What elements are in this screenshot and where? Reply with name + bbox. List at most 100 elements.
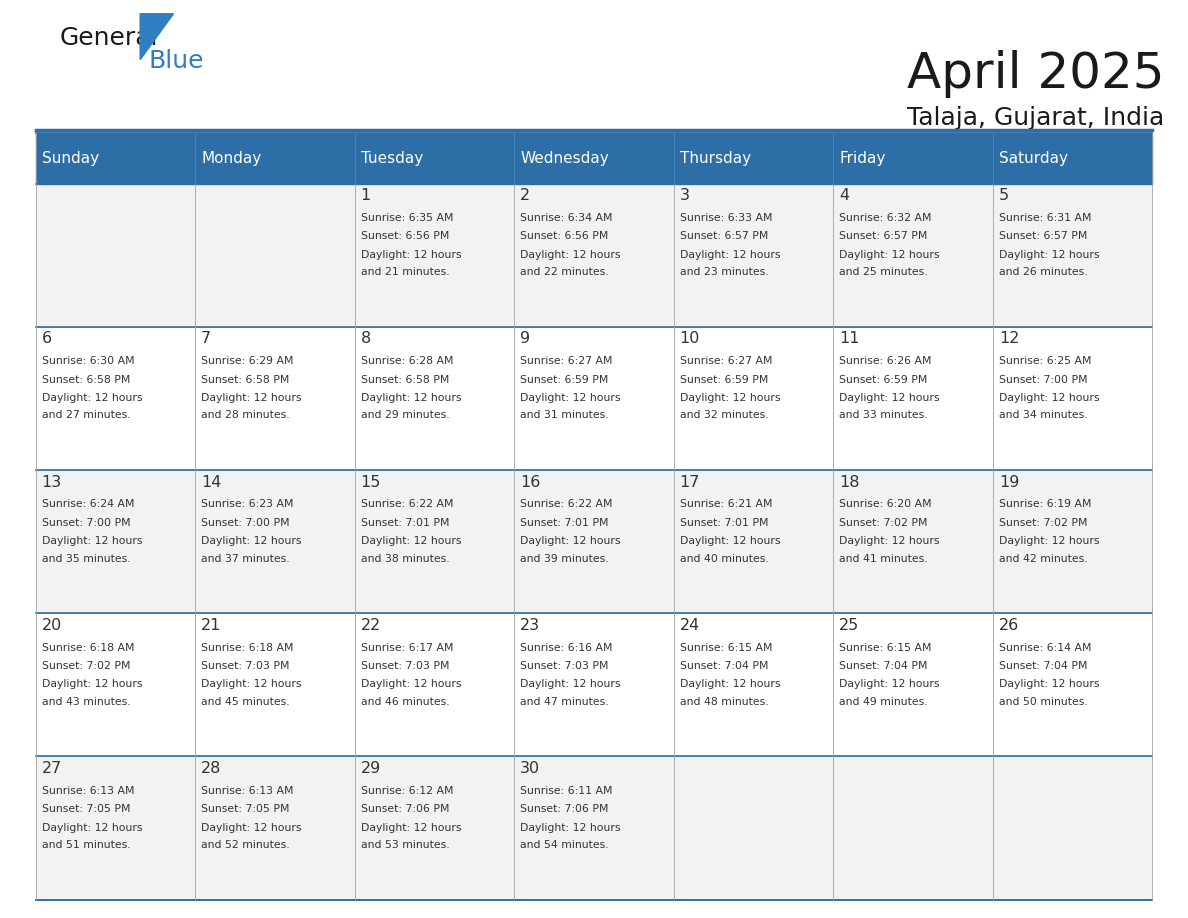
FancyBboxPatch shape bbox=[36, 756, 195, 900]
Text: Sunset: 7:04 PM: Sunset: 7:04 PM bbox=[680, 661, 769, 671]
Text: Sunrise: 6:34 AM: Sunrise: 6:34 AM bbox=[520, 213, 613, 223]
Text: Sunrise: 6:15 AM: Sunrise: 6:15 AM bbox=[839, 643, 931, 653]
Text: 7: 7 bbox=[201, 331, 211, 346]
FancyBboxPatch shape bbox=[36, 184, 195, 327]
FancyBboxPatch shape bbox=[355, 756, 514, 900]
Text: Daylight: 12 hours: Daylight: 12 hours bbox=[361, 823, 461, 833]
Text: Sunrise: 6:20 AM: Sunrise: 6:20 AM bbox=[839, 499, 931, 509]
Text: Sunset: 7:02 PM: Sunset: 7:02 PM bbox=[999, 518, 1087, 528]
Text: Sunset: 7:00 PM: Sunset: 7:00 PM bbox=[42, 518, 131, 528]
FancyBboxPatch shape bbox=[993, 327, 1152, 470]
FancyBboxPatch shape bbox=[355, 613, 514, 756]
Text: Daylight: 12 hours: Daylight: 12 hours bbox=[361, 536, 461, 546]
Text: General: General bbox=[59, 27, 158, 50]
Text: Sunset: 7:01 PM: Sunset: 7:01 PM bbox=[680, 518, 769, 528]
Text: Tuesday: Tuesday bbox=[361, 151, 423, 166]
Text: 21: 21 bbox=[201, 618, 221, 633]
Text: Sunrise: 6:19 AM: Sunrise: 6:19 AM bbox=[999, 499, 1092, 509]
Text: 23: 23 bbox=[520, 618, 541, 633]
FancyBboxPatch shape bbox=[355, 470, 514, 613]
Text: 15: 15 bbox=[361, 475, 381, 489]
FancyBboxPatch shape bbox=[993, 756, 1152, 900]
Text: Daylight: 12 hours: Daylight: 12 hours bbox=[520, 250, 620, 260]
Text: Sunset: 7:02 PM: Sunset: 7:02 PM bbox=[42, 661, 129, 671]
Text: and 27 minutes.: and 27 minutes. bbox=[42, 410, 131, 420]
Text: and 49 minutes.: and 49 minutes. bbox=[839, 697, 928, 707]
Text: Daylight: 12 hours: Daylight: 12 hours bbox=[42, 679, 143, 689]
FancyBboxPatch shape bbox=[514, 470, 674, 613]
Text: and 26 minutes.: and 26 minutes. bbox=[999, 267, 1087, 277]
Text: Sunrise: 6:27 AM: Sunrise: 6:27 AM bbox=[520, 356, 613, 366]
FancyBboxPatch shape bbox=[355, 184, 514, 327]
Text: Sunset: 6:56 PM: Sunset: 6:56 PM bbox=[520, 231, 608, 241]
Text: Daylight: 12 hours: Daylight: 12 hours bbox=[361, 250, 461, 260]
Text: and 48 minutes.: and 48 minutes. bbox=[680, 697, 769, 707]
Text: Sunset: 7:00 PM: Sunset: 7:00 PM bbox=[999, 375, 1087, 385]
Text: Daylight: 12 hours: Daylight: 12 hours bbox=[520, 823, 620, 833]
Text: Daylight: 12 hours: Daylight: 12 hours bbox=[680, 679, 781, 689]
Text: Sunrise: 6:27 AM: Sunrise: 6:27 AM bbox=[680, 356, 772, 366]
FancyBboxPatch shape bbox=[514, 327, 674, 470]
Text: Sunrise: 6:13 AM: Sunrise: 6:13 AM bbox=[201, 786, 293, 796]
Text: 1: 1 bbox=[361, 188, 371, 203]
Text: Sunset: 6:59 PM: Sunset: 6:59 PM bbox=[680, 375, 769, 385]
Text: Daylight: 12 hours: Daylight: 12 hours bbox=[520, 536, 620, 546]
Text: 30: 30 bbox=[520, 761, 541, 776]
Text: 6: 6 bbox=[42, 331, 52, 346]
Text: Sunrise: 6:21 AM: Sunrise: 6:21 AM bbox=[680, 499, 772, 509]
FancyBboxPatch shape bbox=[36, 470, 195, 613]
FancyBboxPatch shape bbox=[993, 184, 1152, 327]
Text: Sunset: 6:57 PM: Sunset: 6:57 PM bbox=[680, 231, 769, 241]
Text: Sunrise: 6:11 AM: Sunrise: 6:11 AM bbox=[520, 786, 613, 796]
FancyBboxPatch shape bbox=[514, 133, 674, 184]
Text: and 41 minutes.: and 41 minutes. bbox=[839, 554, 928, 564]
Text: Sunrise: 6:30 AM: Sunrise: 6:30 AM bbox=[42, 356, 134, 366]
Text: and 33 minutes.: and 33 minutes. bbox=[839, 410, 928, 420]
Text: Sunrise: 6:12 AM: Sunrise: 6:12 AM bbox=[361, 786, 453, 796]
FancyBboxPatch shape bbox=[674, 613, 833, 756]
Text: Sunrise: 6:22 AM: Sunrise: 6:22 AM bbox=[361, 499, 453, 509]
Text: 16: 16 bbox=[520, 475, 541, 489]
Text: Daylight: 12 hours: Daylight: 12 hours bbox=[839, 250, 940, 260]
Text: Sunset: 6:58 PM: Sunset: 6:58 PM bbox=[42, 375, 129, 385]
Text: Sunset: 7:00 PM: Sunset: 7:00 PM bbox=[201, 518, 290, 528]
Text: 18: 18 bbox=[839, 475, 860, 489]
Text: Sunrise: 6:25 AM: Sunrise: 6:25 AM bbox=[999, 356, 1092, 366]
Text: Sunset: 7:06 PM: Sunset: 7:06 PM bbox=[361, 804, 449, 814]
Text: 28: 28 bbox=[201, 761, 221, 776]
FancyBboxPatch shape bbox=[833, 184, 993, 327]
Text: Sunset: 7:03 PM: Sunset: 7:03 PM bbox=[520, 661, 608, 671]
Text: Sunrise: 6:22 AM: Sunrise: 6:22 AM bbox=[520, 499, 613, 509]
Text: and 22 minutes.: and 22 minutes. bbox=[520, 267, 608, 277]
Text: Sunset: 7:03 PM: Sunset: 7:03 PM bbox=[361, 661, 449, 671]
Text: Sunrise: 6:29 AM: Sunrise: 6:29 AM bbox=[201, 356, 293, 366]
Text: Daylight: 12 hours: Daylight: 12 hours bbox=[201, 679, 302, 689]
Text: Saturday: Saturday bbox=[999, 151, 1068, 166]
FancyBboxPatch shape bbox=[674, 756, 833, 900]
Text: Sunrise: 6:16 AM: Sunrise: 6:16 AM bbox=[520, 643, 613, 653]
FancyBboxPatch shape bbox=[195, 327, 355, 470]
FancyBboxPatch shape bbox=[993, 470, 1152, 613]
Text: and 23 minutes.: and 23 minutes. bbox=[680, 267, 769, 277]
Text: April 2025: April 2025 bbox=[906, 50, 1164, 98]
Text: Sunset: 6:58 PM: Sunset: 6:58 PM bbox=[361, 375, 449, 385]
Text: Daylight: 12 hours: Daylight: 12 hours bbox=[201, 536, 302, 546]
Text: Daylight: 12 hours: Daylight: 12 hours bbox=[201, 393, 302, 403]
Text: Sunrise: 6:33 AM: Sunrise: 6:33 AM bbox=[680, 213, 772, 223]
Text: 9: 9 bbox=[520, 331, 530, 346]
Text: Sunset: 7:02 PM: Sunset: 7:02 PM bbox=[839, 518, 928, 528]
Text: and 35 minutes.: and 35 minutes. bbox=[42, 554, 131, 564]
Text: Daylight: 12 hours: Daylight: 12 hours bbox=[839, 393, 940, 403]
Text: 8: 8 bbox=[361, 331, 371, 346]
Text: and 38 minutes.: and 38 minutes. bbox=[361, 554, 449, 564]
Text: and 29 minutes.: and 29 minutes. bbox=[361, 410, 449, 420]
Text: 14: 14 bbox=[201, 475, 221, 489]
Text: Sunset: 6:56 PM: Sunset: 6:56 PM bbox=[361, 231, 449, 241]
Text: and 47 minutes.: and 47 minutes. bbox=[520, 697, 608, 707]
Text: Sunrise: 6:24 AM: Sunrise: 6:24 AM bbox=[42, 499, 134, 509]
Text: 2: 2 bbox=[520, 188, 530, 203]
FancyBboxPatch shape bbox=[355, 133, 514, 184]
Text: 27: 27 bbox=[42, 761, 62, 776]
FancyBboxPatch shape bbox=[514, 756, 674, 900]
FancyBboxPatch shape bbox=[36, 133, 195, 184]
